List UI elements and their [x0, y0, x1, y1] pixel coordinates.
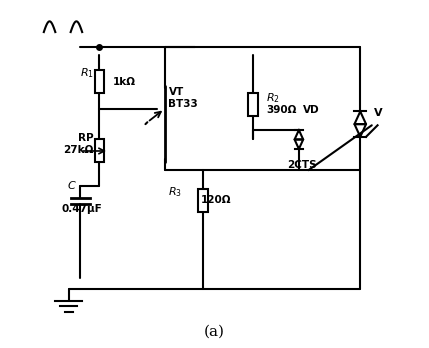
Text: BT33: BT33 — [169, 99, 198, 109]
FancyBboxPatch shape — [95, 140, 104, 163]
Text: $R_3$: $R_3$ — [168, 185, 182, 199]
Text: RP: RP — [78, 133, 94, 143]
Text: 390Ω: 390Ω — [266, 105, 297, 114]
FancyBboxPatch shape — [95, 70, 104, 94]
Text: $C$: $C$ — [66, 179, 76, 191]
Text: 120Ω: 120Ω — [201, 195, 232, 205]
Text: 27kΩ: 27kΩ — [63, 145, 94, 155]
Text: 0.47μF: 0.47μF — [61, 204, 102, 214]
FancyBboxPatch shape — [198, 189, 208, 212]
Text: $R_1$: $R_1$ — [80, 66, 94, 80]
Text: 2CTS: 2CTS — [287, 160, 317, 170]
Text: 1kΩ: 1kΩ — [113, 77, 136, 87]
FancyBboxPatch shape — [248, 94, 258, 117]
Text: VT: VT — [169, 87, 184, 97]
Text: (a): (a) — [204, 324, 225, 338]
Text: $R_2$: $R_2$ — [266, 91, 280, 105]
Text: V: V — [374, 109, 382, 118]
Text: VD: VD — [303, 105, 319, 114]
